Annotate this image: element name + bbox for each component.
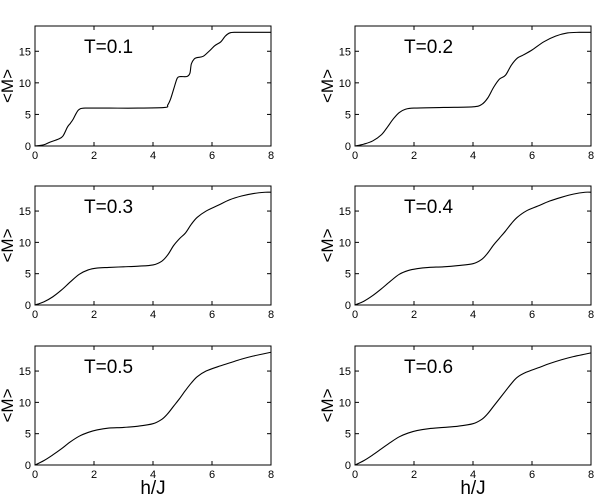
x-tick-label: 4: [150, 309, 156, 321]
plot-frame: [354, 25, 592, 147]
x-tick-label: 2: [411, 309, 417, 321]
y-tick-label: 15: [339, 46, 351, 58]
x-tick-label: 8: [588, 469, 594, 481]
x-tick-label: 0: [352, 309, 358, 321]
x-axis-label: h/J: [140, 478, 165, 497]
x-tick-label: 4: [150, 469, 156, 481]
panel-4: 0 2 4 6 8 0 5 10 15<M> T=0.4: [318, 185, 594, 321]
x-tick-label: 0: [352, 150, 358, 162]
y-tick-label: 5: [345, 429, 351, 441]
x-tick-label: 0: [352, 469, 358, 481]
x-tick-label: 8: [588, 150, 594, 162]
y-tick-label: 10: [19, 78, 31, 90]
magnetization-curve: [354, 352, 592, 466]
x-tick-label: 2: [411, 150, 417, 162]
panel-3: 0 2 4 6 8 0 5 10 15<M> T=0.3: [0, 185, 274, 321]
panel-5: 0 2 4 6 8 0 5 10 15<M> h/J T=0.5: [0, 345, 274, 497]
x-tick-label: 4: [470, 150, 476, 162]
x-tick-label: 8: [588, 309, 594, 321]
x-tick-label: 4: [150, 150, 156, 162]
y-tick-label: 5: [345, 109, 351, 121]
magnetization-curve: [34, 31, 271, 147]
x-tick-label: 2: [91, 469, 97, 481]
y-tick-label: 10: [19, 397, 31, 409]
x-tick-label: 6: [209, 150, 215, 162]
y-tick-label: 15: [19, 46, 31, 58]
x-tick-label: 2: [91, 309, 97, 321]
x-tick-label: 6: [529, 309, 535, 321]
y-axis-label: <M>: [318, 228, 337, 262]
y-tick-label: 0: [25, 460, 31, 472]
x-tick-label: 8: [268, 309, 274, 321]
x-tick-label: 0: [32, 150, 38, 162]
y-axis-label: <M>: [318, 69, 337, 103]
y-tick-label: 0: [25, 141, 31, 153]
x-tick-label: 4: [470, 309, 476, 321]
y-tick-label: 0: [345, 460, 351, 472]
temperature-annotation: T=0.6: [404, 357, 453, 378]
temperature-annotation: T=0.2: [404, 37, 453, 58]
y-tick-label: 5: [25, 109, 31, 121]
plot-frame: [354, 185, 592, 306]
y-tick-label: 0: [25, 300, 31, 312]
magnetization-curve: [354, 31, 592, 147]
y-tick-label: 15: [19, 366, 31, 378]
x-tick-label: 6: [529, 469, 535, 481]
panel-6: 0 2 4 6 8 0 5 10 15<M> h/J T=0.6: [318, 345, 594, 497]
x-tick-label: 6: [529, 150, 535, 162]
y-tick-label: 10: [19, 237, 31, 249]
x-tick-label: 8: [268, 469, 274, 481]
y-axis-label: <M>: [0, 388, 17, 422]
x-tick-label: 2: [411, 469, 417, 481]
x-tick-label: 6: [209, 309, 215, 321]
y-tick-label: 0: [345, 300, 351, 312]
y-axis-label: <M>: [0, 69, 17, 103]
y-tick-label: 15: [339, 206, 351, 218]
y-tick-label: 0: [345, 141, 351, 153]
panel-1: 0 2 4 6 8 0 5 10 15<M> T=0.1: [0, 25, 274, 162]
x-tick-label: 6: [209, 469, 215, 481]
temperature-annotation: T=0.3: [84, 197, 133, 218]
x-axis-label: h/J: [460, 478, 485, 497]
y-tick-label: 15: [19, 206, 31, 218]
y-tick-label: 5: [25, 429, 31, 441]
x-tick-label: 2: [91, 150, 97, 162]
plot-frame: [354, 345, 592, 466]
x-tick-label: 8: [268, 150, 274, 162]
y-tick-label: 10: [339, 397, 351, 409]
magnetization-curve: [34, 191, 272, 306]
y-tick-label: 5: [345, 269, 351, 281]
y-axis-label: <M>: [318, 388, 337, 422]
temperature-annotation: T=0.5: [84, 357, 133, 378]
magnetization-curve: [354, 191, 592, 306]
y-tick-label: 10: [339, 78, 351, 90]
magnetization-curve: [34, 351, 272, 466]
temperature-annotation: T=0.1: [84, 37, 133, 58]
x-tick-label: 4: [470, 469, 476, 481]
x-tick-label: 0: [32, 469, 38, 481]
plot-frame: [34, 345, 272, 466]
panel-2: 0 2 4 6 8 0 5 10 15<M> T=0.2: [318, 25, 594, 162]
y-axis-label: <M>: [0, 228, 17, 262]
y-tick-label: 15: [339, 366, 351, 378]
plot-frame: [34, 185, 272, 306]
temperature-annotation: T=0.4: [404, 197, 454, 218]
plot-frame: [34, 25, 272, 147]
y-tick-label: 5: [25, 269, 31, 281]
x-tick-label: 0: [32, 309, 38, 321]
y-tick-label: 10: [339, 237, 351, 249]
